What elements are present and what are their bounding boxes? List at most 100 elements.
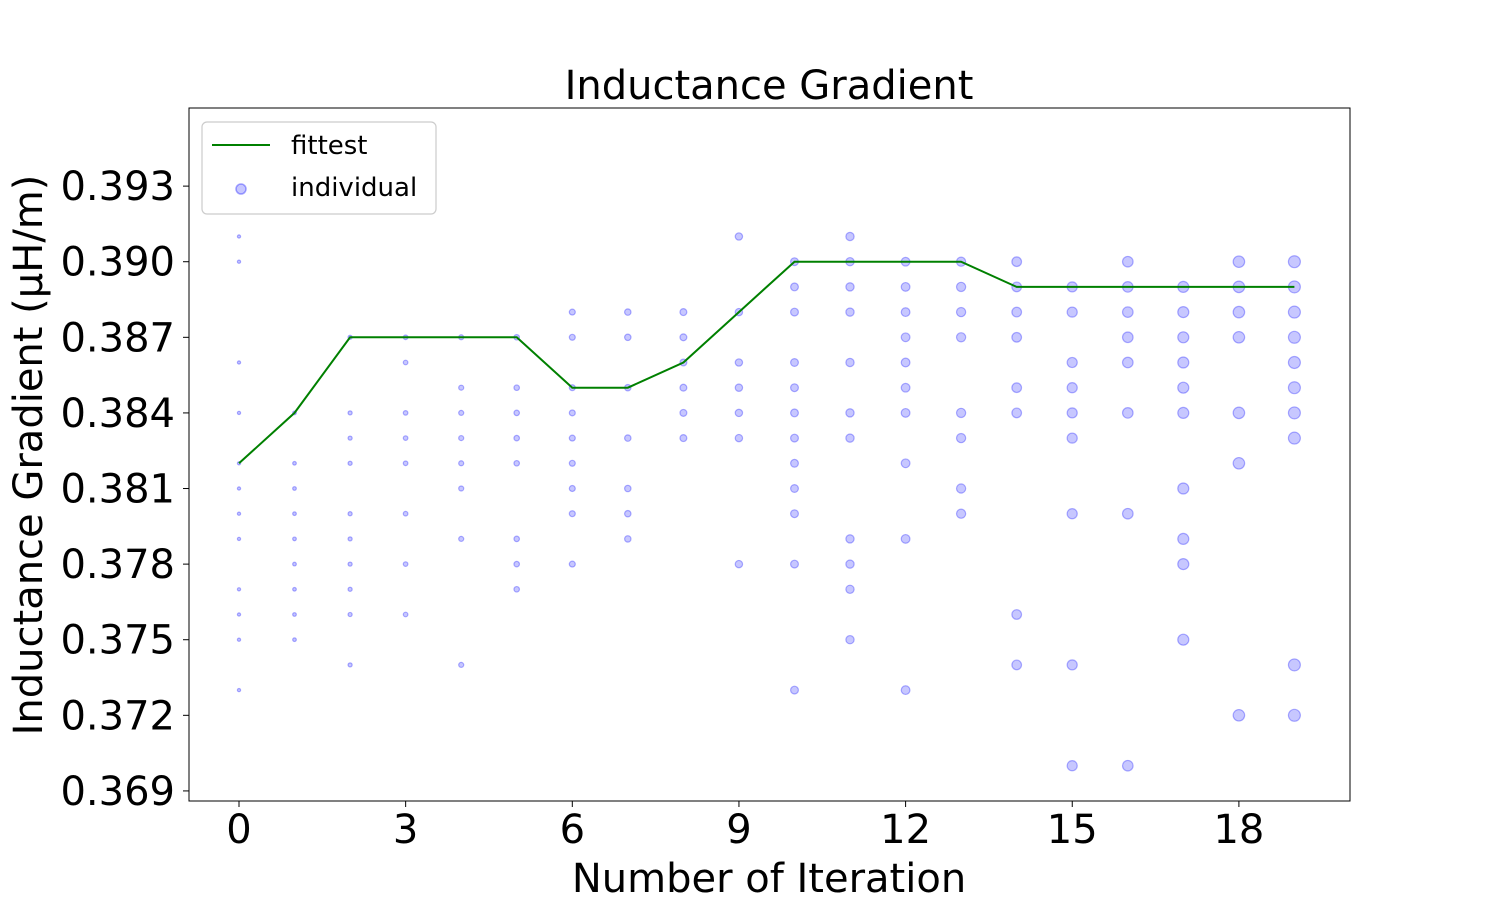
individual-point-15-7 (1066, 659, 1078, 671)
individual-point-0-7 (236, 536, 242, 542)
individual-point-4-4 (458, 460, 465, 467)
x-tick-label-12: 12 (880, 807, 931, 853)
individual-point-8-3 (679, 383, 688, 392)
individual-point-12-9 (900, 685, 911, 696)
individual-point-8-1 (679, 333, 688, 342)
x-tick-label-18: 18 (1213, 807, 1264, 853)
individual-point-0-0 (236, 234, 242, 239)
individual-point-7-1 (623, 333, 632, 342)
individual-point-2-8 (347, 611, 353, 618)
individual-point-9-6 (734, 559, 744, 569)
individual-point-0-3 (236, 410, 242, 416)
individual-point-4-3 (458, 434, 465, 442)
individual-point-3-1 (402, 359, 409, 366)
individual-point-2-7 (347, 586, 353, 592)
individual-point-12-2 (900, 307, 911, 318)
individual-point-3-4 (402, 460, 409, 467)
individual-point-17-6 (1177, 482, 1190, 495)
individual-point-14-0 (1011, 256, 1023, 268)
individual-point-9-3 (734, 383, 744, 392)
individual-point-1-8 (292, 637, 297, 643)
individual-point-17-8 (1177, 557, 1190, 571)
individual-point-4-6 (458, 535, 465, 543)
x-tick-label-3: 3 (393, 807, 418, 853)
individual-point-14-6 (1011, 609, 1023, 620)
plot-area-frame (188, 107, 1351, 802)
individual-points-layer (236, 231, 1301, 772)
individual-point-12-4 (900, 357, 911, 368)
individual-point-15-4 (1066, 407, 1078, 419)
individual-point-11-6 (845, 433, 855, 443)
individual-point-19-0 (1287, 255, 1301, 269)
individual-point-3-3 (402, 435, 409, 441)
individual-point-1-5 (292, 561, 297, 567)
individual-point-11-10 (845, 634, 855, 645)
individual-point-11-8 (845, 559, 855, 569)
legend-individual-marker-swatch (235, 183, 247, 195)
individual-point-13-5 (955, 432, 967, 444)
individual-point-11-7 (845, 534, 855, 544)
y-tick-label-3: 0.378 (60, 542, 175, 588)
individual-point-5-7 (513, 585, 521, 593)
individual-point-6-7 (568, 510, 576, 518)
individual-point-18-6 (1232, 708, 1246, 722)
individual-point-10-2 (789, 307, 799, 317)
fittest-line (238, 260, 1295, 465)
individual-point-15-3 (1066, 382, 1078, 394)
individual-point-7-3 (623, 434, 632, 442)
individual-point-6-3 (568, 409, 576, 417)
y-tick-label-5: 0.384 (60, 391, 175, 437)
individual-point-2-1 (347, 410, 353, 416)
individual-point-2-6 (347, 561, 353, 567)
individual-point-13-1 (955, 281, 967, 293)
individual-point-10-4 (789, 383, 799, 393)
individual-point-1-4 (292, 536, 297, 542)
y-tick-label-7: 0.390 (60, 240, 175, 286)
individual-point-5-6 (513, 560, 521, 568)
individual-point-11-5 (845, 408, 855, 418)
individual-point-12-8 (900, 533, 911, 544)
individual-point-0-1 (236, 259, 242, 264)
individual-point-2-5 (347, 536, 353, 542)
individual-point-7-0 (623, 308, 632, 316)
individual-point-10-1 (789, 282, 799, 292)
individual-point-11-9 (845, 584, 855, 595)
y-axis-label: Inductance Gradient (μH/m) (6, 175, 52, 736)
individual-point-8-5 (679, 434, 688, 443)
x-axis-ticks: 0 3 6 9 12 15 18 (226, 801, 1264, 853)
individual-point-10-7 (789, 458, 799, 468)
legend: fittest individual (201, 121, 437, 215)
individual-point-2-2 (347, 435, 353, 441)
individual-point-14-5 (1011, 407, 1023, 419)
individual-point-14-4 (1011, 382, 1023, 394)
individual-point-13-4 (955, 407, 967, 419)
individual-point-18-5 (1232, 456, 1246, 470)
individual-point-13-3 (955, 332, 967, 343)
x-tick-label-15: 15 (1047, 807, 1098, 853)
individual-point-5-2 (513, 409, 521, 417)
individual-point-1-3 (292, 511, 297, 517)
individual-point-8-0 (679, 308, 688, 317)
individual-point-19-7 (1287, 431, 1301, 445)
individual-point-13-7 (955, 508, 967, 519)
individual-point-17-2 (1177, 331, 1190, 344)
individual-point-18-0 (1232, 255, 1246, 269)
individual-point-6-6 (568, 484, 576, 493)
individual-point-4-1 (458, 384, 465, 391)
y-axis-ticks: 0.369 0.372 0.375 0.378 0.381 0.384 0.387 0.390… (60, 164, 189, 815)
x-tick-label-6: 6 (560, 807, 585, 853)
individual-point-17-7 (1177, 532, 1190, 546)
y-tick-label-6: 0.387 (60, 315, 175, 361)
individual-point-9-4 (734, 408, 744, 418)
y-tick-label-2: 0.375 (60, 618, 175, 664)
individual-point-3-2 (402, 410, 409, 416)
individual-point-9-0 (734, 232, 744, 241)
individual-point-16-5 (1121, 407, 1134, 419)
individual-point-17-3 (1177, 356, 1190, 369)
individual-point-11-4 (845, 357, 855, 368)
individual-point-3-7 (402, 611, 409, 618)
fittest-line-layer (238, 260, 1295, 465)
individual-point-9-5 (734, 433, 744, 443)
individual-point-5-3 (513, 434, 521, 442)
individual-point-16-2 (1121, 306, 1134, 318)
